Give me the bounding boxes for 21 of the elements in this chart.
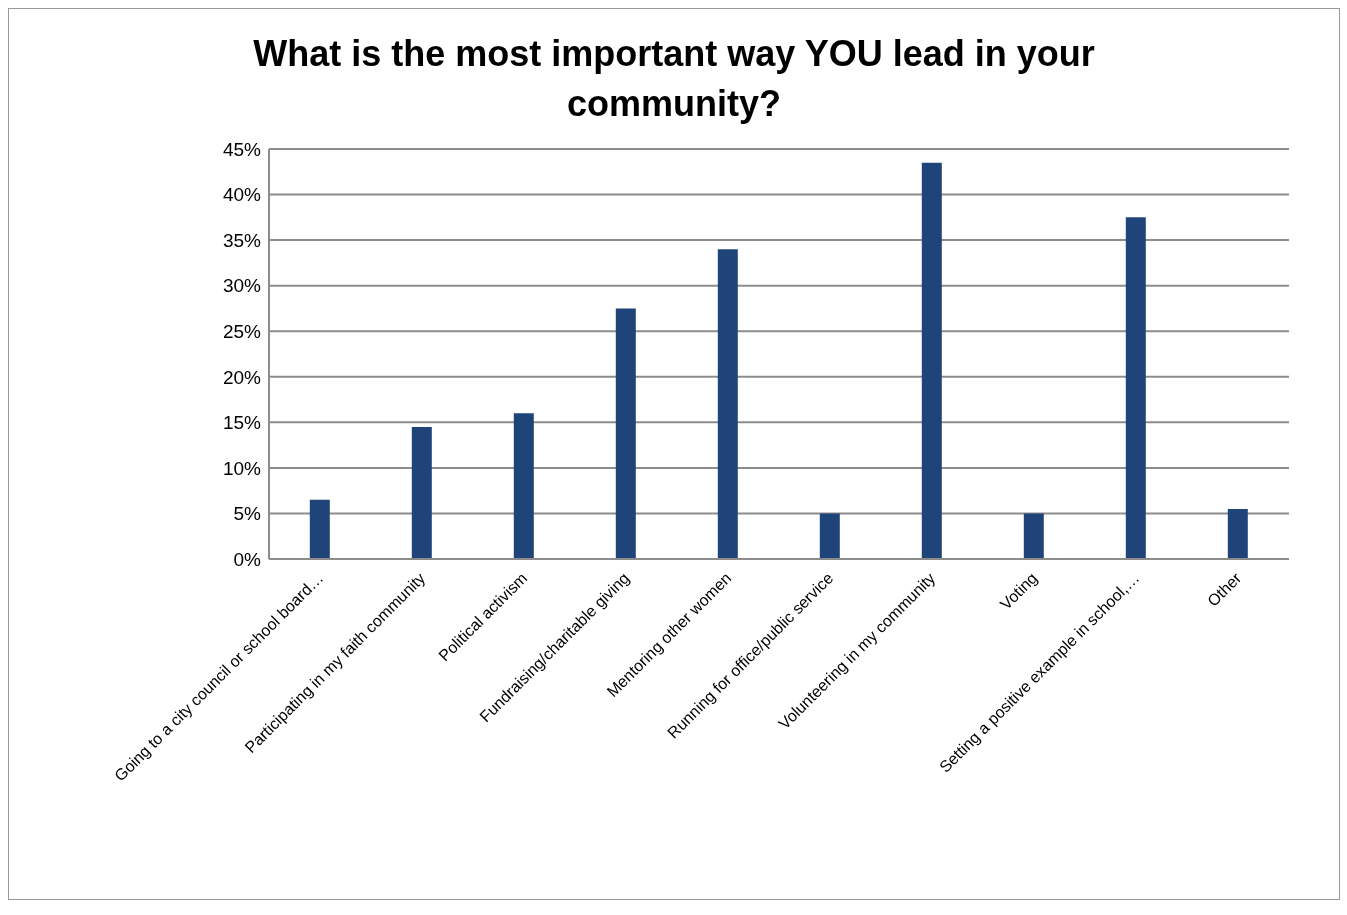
- bar: [1227, 508, 1248, 559]
- bar: [411, 426, 432, 559]
- bar: [717, 249, 738, 559]
- bar: [921, 162, 942, 559]
- y-tick-label: 20%: [222, 366, 262, 388]
- y-tick-label: 25%: [222, 320, 262, 342]
- y-tick-label: 40%: [222, 184, 262, 206]
- bar: [1023, 513, 1044, 559]
- y-tick-label: 35%: [222, 229, 262, 251]
- y-tick-label: 15%: [222, 412, 262, 434]
- y-tick-label: 45%: [222, 138, 262, 160]
- bar: [1125, 217, 1146, 559]
- y-tick-label: 30%: [222, 275, 262, 297]
- chart-title: What is the most important way YOU lead in your community?: [252, 32, 1096, 126]
- y-tick-label: 5%: [233, 503, 262, 525]
- y-tick-label: 0%: [233, 548, 262, 570]
- bar: [309, 499, 330, 559]
- y-tick-label: 10%: [222, 457, 262, 479]
- bar: [615, 308, 636, 559]
- bar: [513, 413, 534, 559]
- bar: [819, 513, 840, 559]
